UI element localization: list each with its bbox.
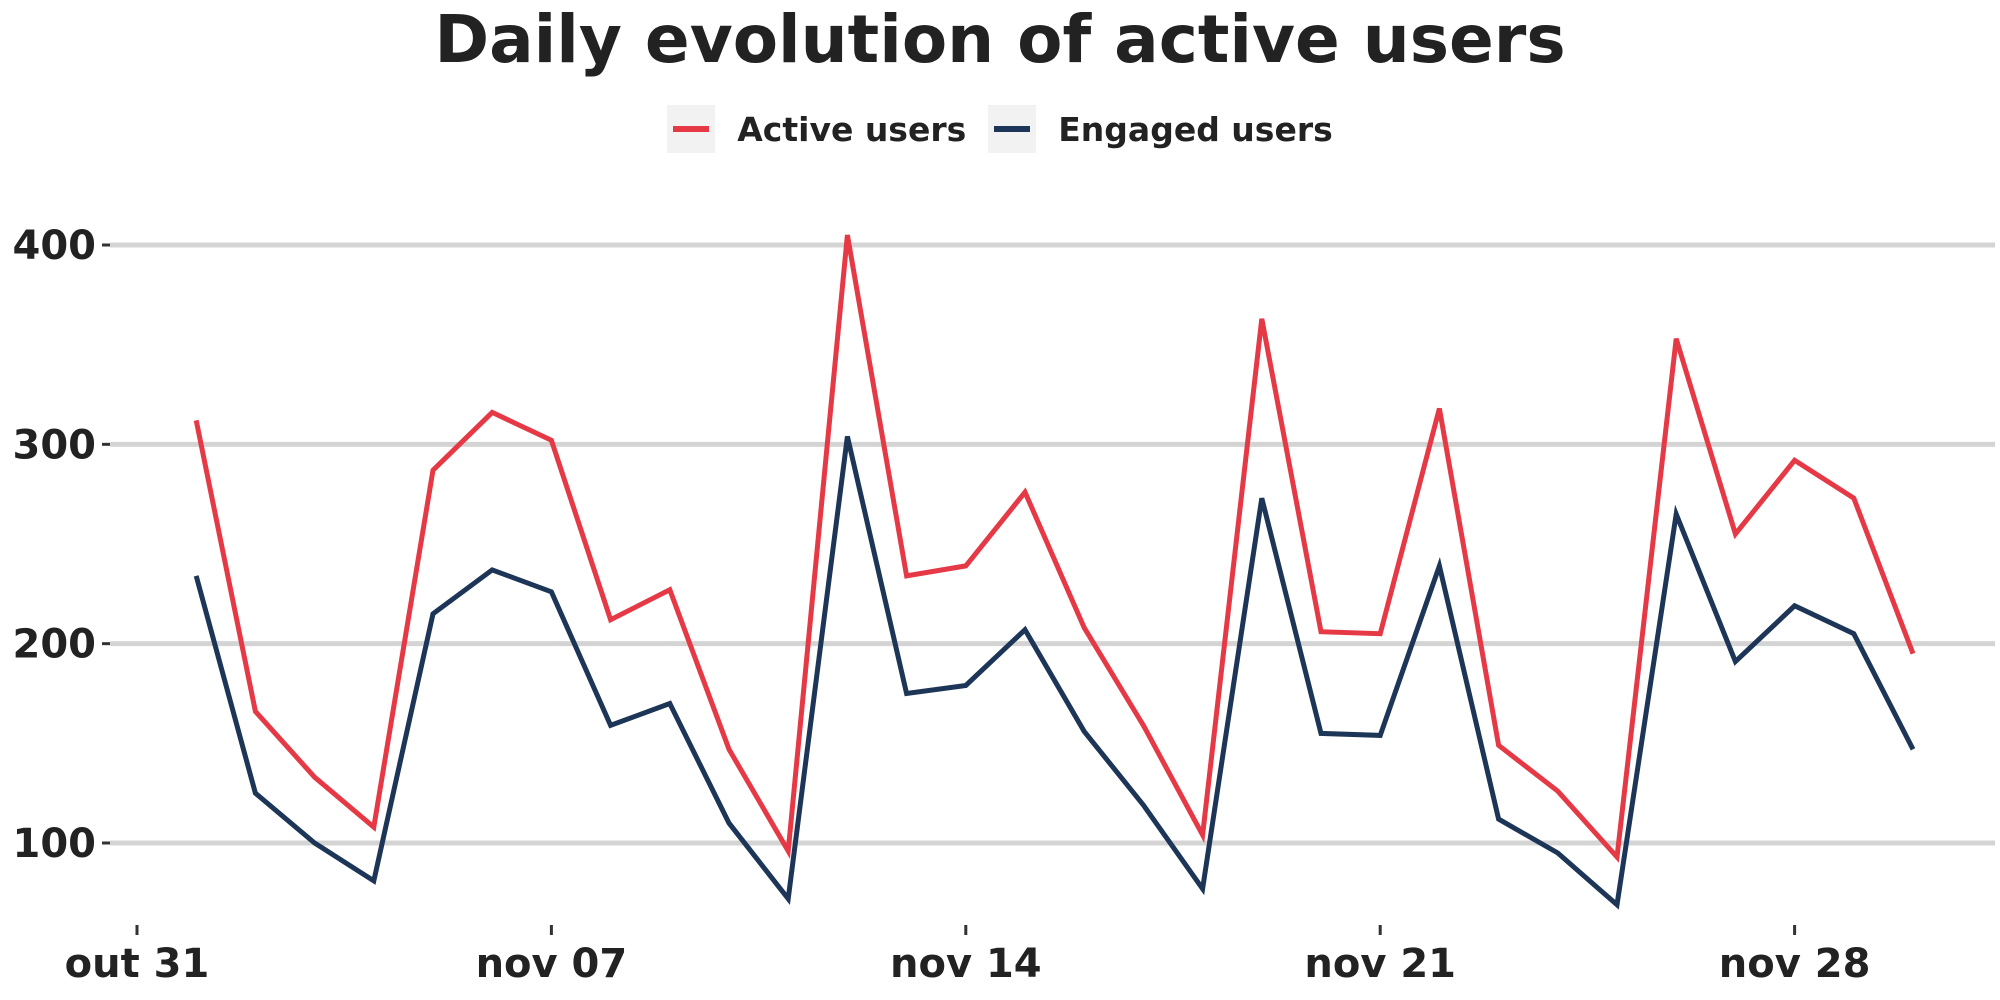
ytick-label-200: 200: [13, 622, 97, 668]
ytick-label-300: 300: [13, 422, 97, 468]
xtick-label-28: nov 28: [1719, 941, 1871, 987]
legend-label-active-users: Active users: [737, 109, 967, 149]
ytick-label-400: 400: [13, 223, 97, 269]
legend: Active users Engaged users: [0, 105, 2000, 153]
legend-swatch-active-users: [673, 126, 710, 132]
xtick-label-14: nov 14: [890, 941, 1042, 987]
xtick-label-7: nov 07: [476, 941, 628, 987]
legend-swatch-engaged-users: [994, 126, 1031, 132]
legend-label-engaged-users: Engaged users: [1058, 109, 1333, 149]
legend-item-engaged-users: Engaged users: [988, 105, 1333, 153]
legend-key-engaged-users: [988, 105, 1037, 153]
chart-title: Daily evolution of active users: [434, 1, 1566, 78]
series-line-0: [193, 234, 1916, 863]
series-line-1: [193, 435, 1916, 910]
xtick-label-21: nov 21: [1304, 941, 1456, 987]
xtick-label-0: out 31: [65, 941, 210, 987]
legend-key-active-users: [667, 105, 716, 153]
ytick-label-100: 100: [13, 821, 97, 867]
legend-item-active-users: Active users: [667, 105, 966, 153]
